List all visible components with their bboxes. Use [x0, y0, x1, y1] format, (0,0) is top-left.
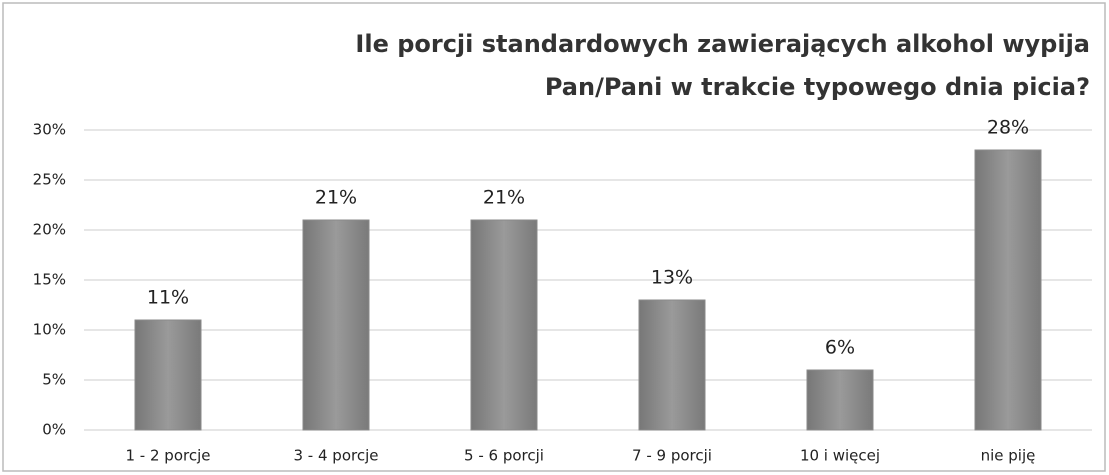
x-tick-label: 1 - 2 porcje [126, 447, 211, 465]
x-tick-label: 3 - 4 porcje [294, 447, 379, 465]
y-tick-label: 5% [42, 371, 66, 389]
bar [470, 219, 538, 431]
value-label: 21% [483, 187, 525, 209]
x-tick-label: 10 i więcej [800, 447, 880, 465]
y-tick-label: 15% [33, 271, 66, 289]
bar [806, 369, 874, 431]
chart-title: Pan/Pani w trakcie typowego dnia picia? [545, 73, 1090, 101]
bar [134, 319, 202, 431]
bar [974, 149, 1042, 431]
x-tick-label: nie piję [981, 447, 1036, 465]
y-tick-label: 0% [42, 421, 66, 439]
bar [638, 299, 706, 431]
value-label: 6% [825, 337, 855, 359]
value-label: 28% [987, 117, 1029, 139]
x-tick-label: 5 - 6 porcji [464, 447, 544, 465]
x-tick-label: 7 - 9 porcji [632, 447, 712, 465]
bar [302, 219, 370, 431]
value-label: 21% [315, 187, 357, 209]
y-tick-label: 25% [33, 171, 66, 189]
y-tick-label: 30% [33, 121, 66, 139]
value-label: 13% [651, 267, 693, 289]
value-label: 11% [147, 287, 189, 309]
chart-title: Ile porcji standardowych zawierających a… [355, 30, 1090, 58]
y-tick-label: 20% [33, 221, 66, 239]
y-tick-label: 10% [33, 321, 66, 339]
